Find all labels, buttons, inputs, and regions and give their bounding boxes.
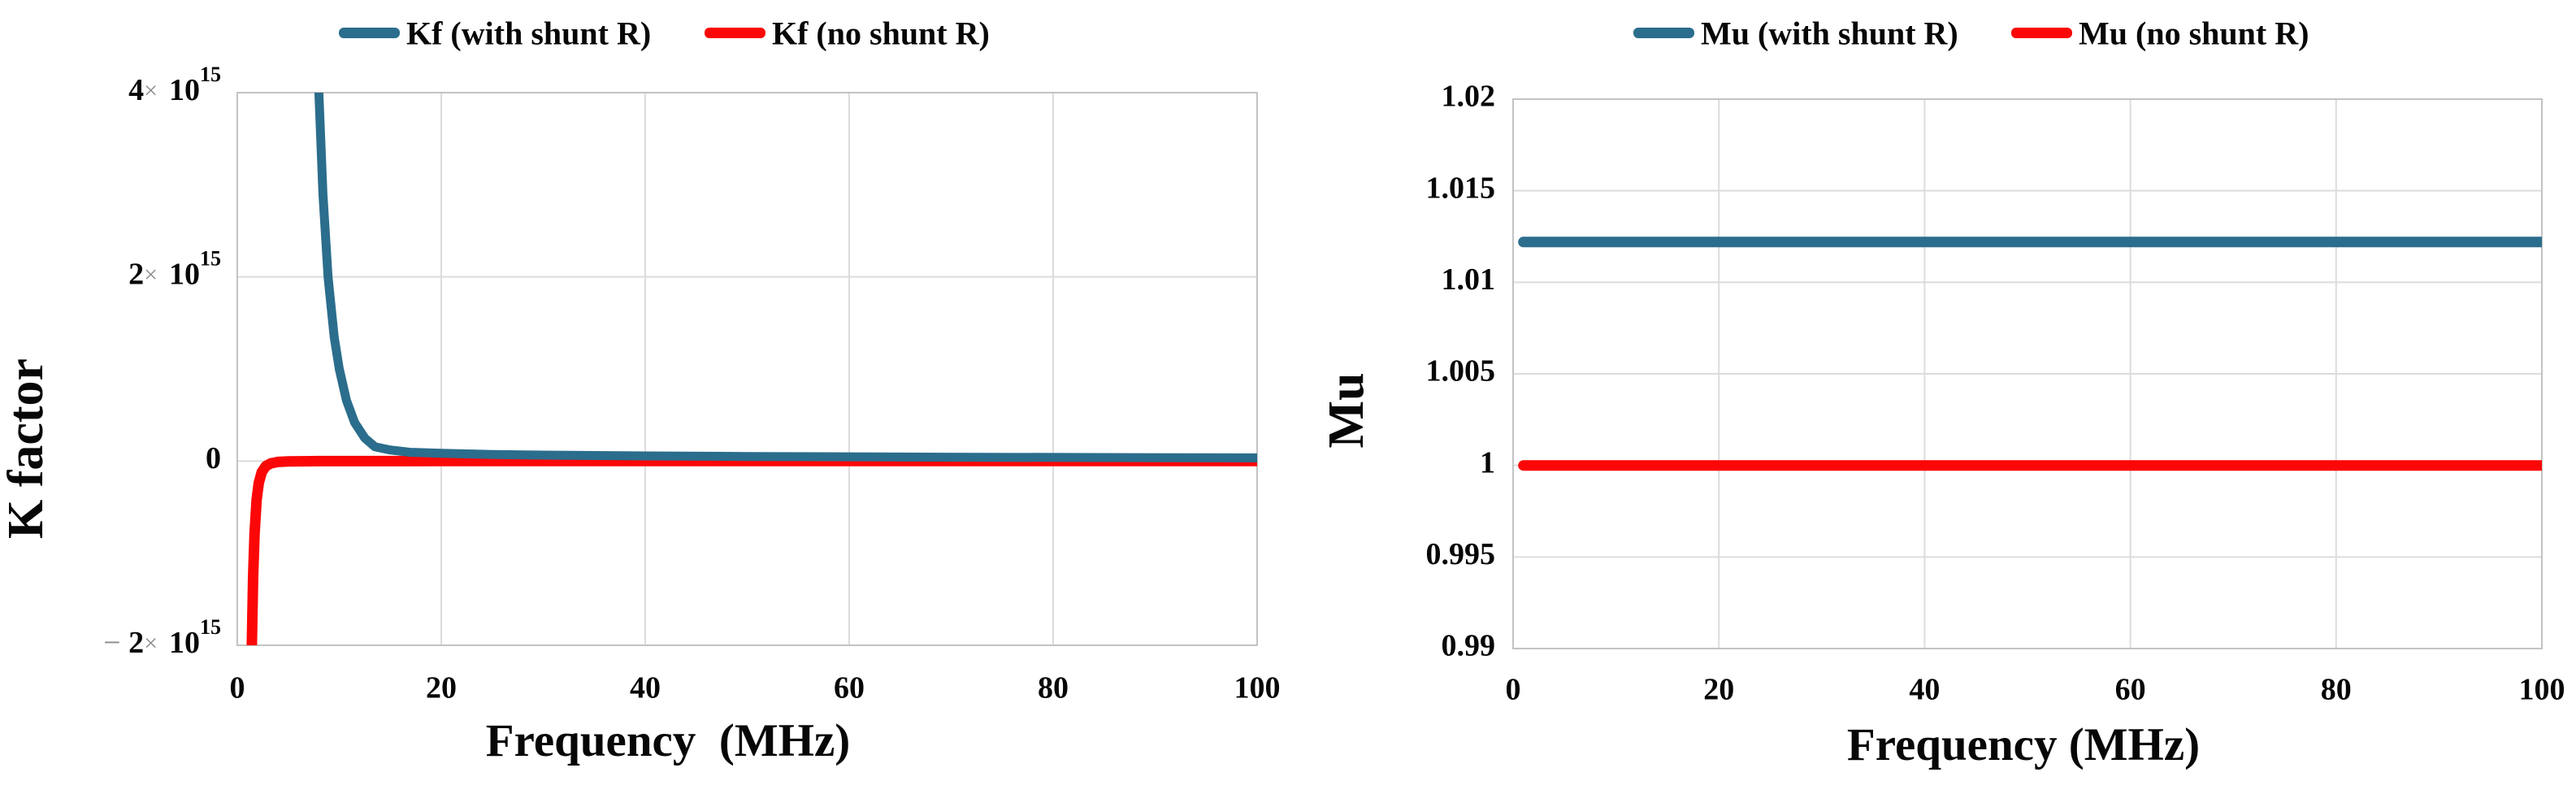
legend-item: Mu (with shunt R) bbox=[1633, 15, 1958, 52]
y-tick-label: 1.005 bbox=[1426, 354, 1496, 388]
legend-swatch-kf-with-shunt-r bbox=[339, 28, 400, 38]
y-tick-label: 0.99 bbox=[1442, 629, 1496, 663]
grid bbox=[1512, 98, 2543, 649]
k-factor-chart: 4× 1015 2× 1015 0 − 2× 1015 0 20 40 60 80 100 K fact… bbox=[0, 15, 1281, 767]
legend-swatch-mu-no-shunt-r bbox=[2011, 28, 2072, 38]
y-tick-label: 1.02 bbox=[1442, 80, 1496, 114]
legend-label-kf-with-shunt-r: Kf (with shunt R) bbox=[406, 15, 651, 52]
y-tick-label: 0 bbox=[206, 441, 221, 475]
x-tick-label: 80 bbox=[2321, 673, 2352, 707]
legend: Mu (with shunt R) Mu (no shunt R) bbox=[1633, 15, 2309, 52]
legend-item: Kf (with shunt R) bbox=[339, 15, 651, 52]
x-tick-label: 20 bbox=[426, 671, 457, 705]
legend: Kf (with shunt R) Kf (no shunt R) bbox=[339, 15, 990, 52]
legend-item: Kf (no shunt R) bbox=[705, 15, 990, 52]
plot-border bbox=[1512, 98, 2543, 649]
y-tick-label: 4× 1015 bbox=[128, 63, 221, 107]
legend-label-mu-no-shunt-r: Mu (no shunt R) bbox=[2079, 15, 2309, 52]
legend-item: Mu (no shunt R) bbox=[2011, 15, 2309, 52]
legend-swatch-mu-with-shunt-r bbox=[1633, 28, 1694, 38]
x-tick-label: 20 bbox=[1703, 673, 1734, 707]
plot-border bbox=[236, 92, 1258, 646]
x-axis-title: Frequency (MHz) bbox=[1847, 719, 2200, 770]
plot-series bbox=[246, 93, 1257, 645]
x-axis-title: Frequency (MHz) bbox=[486, 715, 851, 766]
x-tick-label: 80 bbox=[1038, 671, 1069, 705]
axis-tick-labels: 1.02 1.015 1.01 1.005 1 0.995 0.99 0 20 40 60 80 100 bbox=[1426, 80, 2565, 707]
x-tick-label: 60 bbox=[834, 671, 865, 705]
mu-chart: 1.02 1.015 1.01 1.005 1 0.995 0.99 0 20 40 60 80 100… bbox=[1319, 15, 2565, 771]
grid bbox=[236, 92, 1258, 646]
x-tick-label: 100 bbox=[2519, 673, 2565, 707]
x-tick-label: 0 bbox=[1506, 673, 1521, 707]
y-tick-label: 1 bbox=[1480, 445, 1495, 479]
y-tick-label: 0.995 bbox=[1426, 537, 1496, 571]
x-tick-label: 100 bbox=[1234, 671, 1281, 705]
legend-label-mu-with-shunt-r: Mu (with shunt R) bbox=[1701, 15, 1958, 52]
x-tick-label: 40 bbox=[630, 671, 661, 705]
y-tick-label: 2× 1015 bbox=[128, 247, 221, 292]
y-tick-label: 1.01 bbox=[1442, 262, 1496, 297]
x-tick-label: 0 bbox=[230, 671, 245, 705]
axis-tick-labels: 4× 1015 2× 1015 0 − 2× 1015 0 20 40 60 80 100 bbox=[103, 63, 1280, 705]
plot-series bbox=[1518, 236, 2542, 471]
x-tick-label: 40 bbox=[1909, 673, 1940, 707]
y-tick-label: 1.015 bbox=[1426, 171, 1496, 205]
series-line-kf-no-shunt-r- bbox=[246, 455, 1257, 645]
legend-swatch-kf-no-shunt-r bbox=[705, 28, 765, 38]
y-tick-label: − 2× 1015 bbox=[103, 615, 221, 660]
y-axis-title: Mu bbox=[1319, 373, 1374, 449]
series-line-kf-with-shunt-r- bbox=[314, 93, 1257, 462]
x-tick-label: 60 bbox=[2115, 673, 2146, 707]
y-axis-title: K factor bbox=[0, 358, 54, 539]
legend-label-kf-no-shunt-r: Kf (no shunt R) bbox=[772, 15, 990, 52]
